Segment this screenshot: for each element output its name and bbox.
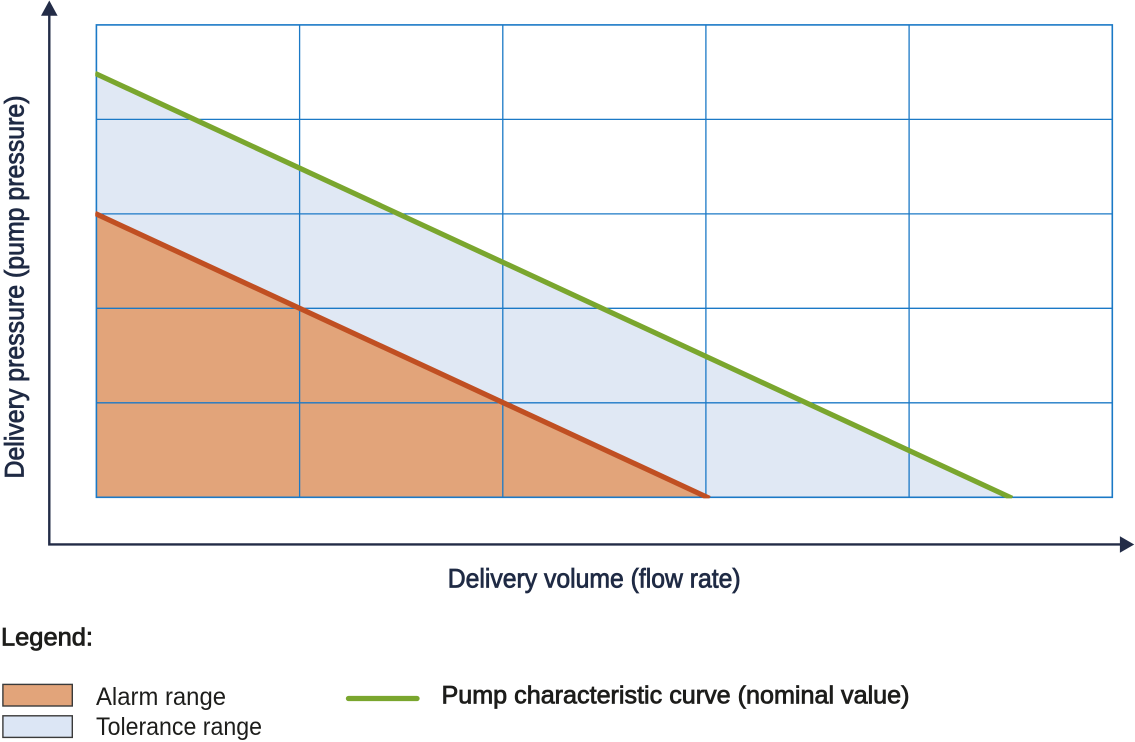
svg-text:Legend:: Legend: [1,623,93,651]
svg-text:Alarm range: Alarm range [96,683,226,711]
svg-text:Delivery volume (flow rate): Delivery volume (flow rate) [448,563,741,593]
svg-text:Pump characteristic curve (nom: Pump characteristic curve (nominal value… [442,681,910,709]
svg-text:Delivery pressure (pump pressu: Delivery pressure (pump pressure) [0,96,30,479]
svg-text:Tolerance range: Tolerance range [96,713,262,741]
